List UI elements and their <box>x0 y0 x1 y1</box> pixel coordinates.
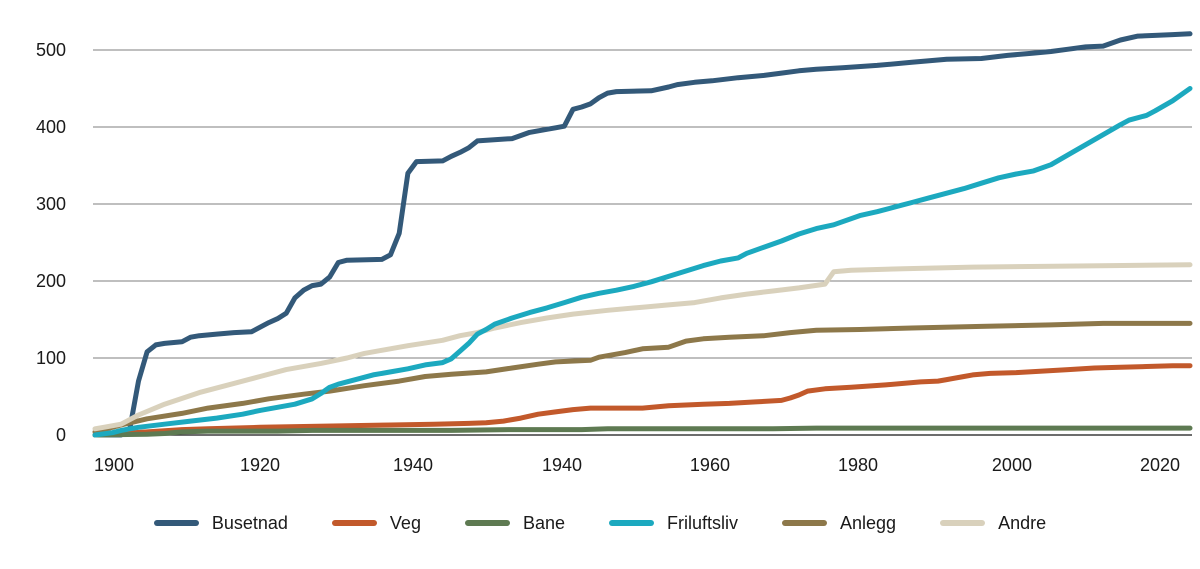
x-tick-label: 1960 <box>690 455 730 475</box>
legend-item-bane: Bane <box>464 513 566 533</box>
legend-item-friluftsliv: Friluftsliv <box>609 514 738 532</box>
legend-label: Veg <box>389 513 421 533</box>
legend-label: Bane <box>522 513 566 533</box>
legend-swatch-veg <box>331 520 377 526</box>
x-tick-label: 1900 <box>94 455 134 475</box>
series-lines-group <box>92 31 1193 438</box>
x-tick-label: 1940 <box>542 455 582 475</box>
x-tick-label: 1940 <box>393 455 433 475</box>
y-axis-labels-group: 0 100 200 300 400 500 <box>36 40 66 445</box>
x-tick-label: 2000 <box>992 455 1032 475</box>
legend-label: Andre <box>998 513 1047 533</box>
y-tick-label: 500 <box>36 40 66 60</box>
legend-label: Friluftsliv <box>667 513 739 533</box>
legend-swatch-bane <box>464 520 510 526</box>
legend-label: Busetnad <box>211 513 288 533</box>
series-line-bane <box>92 425 1193 438</box>
legend-label: Anlegg <box>840 513 897 533</box>
legend-swatch-anlegg <box>782 520 828 526</box>
x-tick-label: 2020 <box>1140 455 1180 475</box>
series-line-busetnad <box>92 31 1193 438</box>
legend-item-veg: Veg <box>331 513 421 533</box>
x-tick-label: 1980 <box>838 455 878 475</box>
y-tick-label: 400 <box>36 117 66 137</box>
series-line-anlegg <box>92 320 1193 435</box>
chart-svg: 0 100 200 300 400 500 1900 1920 1940 1940 1960 198… <box>36 31 1193 475</box>
legend-item-busetnad: Busetnad <box>153 513 288 533</box>
legend-item-anlegg: Anlegg <box>782 514 896 532</box>
series-line-veg <box>92 363 1193 438</box>
legend-item-andre: Andre <box>940 514 1046 532</box>
legend-swatch-friluftsliv <box>609 520 655 526</box>
x-tick-label: 1920 <box>240 455 280 475</box>
y-tick-label: 100 <box>36 348 66 368</box>
chart-legend: Busetnad Veg Bane Friluftsliv Anlegg Andre <box>0 507 1200 539</box>
legend-swatch-andre <box>940 520 986 526</box>
series-line-andre <box>92 262 1193 432</box>
y-tick-label: 200 <box>36 271 66 291</box>
y-tick-label: 300 <box>36 194 66 214</box>
x-axis-labels-group: 1900 1920 1940 1940 1960 1980 2000 2020 <box>94 455 1180 475</box>
gridlines-group <box>93 49 1192 436</box>
y-tick-label: 0 <box>56 425 66 445</box>
series-line-friluftsliv <box>92 86 1193 438</box>
legend-swatch-busetnad <box>153 520 199 526</box>
